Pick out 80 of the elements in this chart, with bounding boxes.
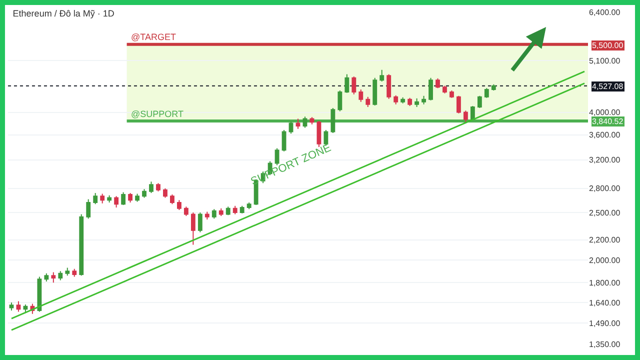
y-tick-label: 2,000.00 (589, 256, 621, 265)
candlestick (344, 74, 350, 94)
candlestick (442, 85, 447, 94)
y-tick-label: 2,200.00 (589, 236, 621, 245)
candlestick (100, 193, 105, 204)
candlestick (44, 272, 49, 282)
candlestick (51, 272, 56, 284)
candlestick (86, 198, 91, 220)
ref-line-label: 3,840.52 (592, 117, 624, 126)
candlestick (422, 95, 426, 105)
candlestick (414, 98, 420, 108)
y-tick-label: 2,800.00 (589, 184, 621, 194)
annotation: @TARGET (131, 32, 176, 42)
y-tick-label: 4,000.00 (589, 108, 621, 118)
candlestick (310, 116, 314, 125)
y-tick-label: 1,350.00 (589, 340, 621, 349)
candlestick (450, 90, 454, 98)
ref-line-label: 5,500.00 (592, 41, 624, 50)
candlestick (352, 76, 356, 95)
candlestick (9, 302, 14, 311)
chart-title: Ethereum / Đô la Mỹ · 1D (12, 8, 115, 18)
y-tick-label: 1,800.00 (589, 278, 621, 288)
candlestick (176, 200, 182, 210)
candlestick (218, 208, 224, 216)
candlestick (366, 96, 370, 108)
candlestick (477, 95, 482, 109)
candlestick (170, 194, 174, 205)
candlestick (142, 188, 146, 198)
y-tick-label: 1,490.00 (589, 318, 621, 328)
y-tick-label: 6,400.00 (589, 8, 621, 17)
y-tick-label: 1,640.00 (589, 298, 621, 308)
candlestick (163, 188, 168, 198)
candlestick (288, 121, 294, 134)
candlestick (190, 212, 196, 246)
y-tick-label: 3,600.00 (589, 130, 621, 140)
candlestick (58, 270, 63, 281)
candlestick (386, 74, 392, 100)
candlestick (456, 95, 461, 114)
candlestick (330, 108, 336, 134)
candlestick (296, 118, 300, 130)
candlestick (198, 212, 202, 233)
candlestick (302, 116, 308, 128)
candlestick (107, 194, 112, 204)
candlestick (380, 69, 384, 82)
candlestick (338, 90, 342, 112)
candlestick (372, 77, 378, 106)
candlestick (72, 268, 77, 278)
candlestick (149, 181, 154, 194)
candlestick (184, 206, 188, 216)
candlestick (232, 205, 238, 215)
y-tick-label: 2,500.00 (589, 208, 621, 218)
candlestick (464, 110, 468, 124)
candlestick (240, 205, 244, 214)
candlestick (226, 206, 230, 216)
candlestick (204, 211, 210, 220)
candlestick (212, 208, 216, 220)
candlestick (114, 196, 119, 208)
y-tick-label: 3,200.00 (589, 156, 621, 165)
candlestick (408, 97, 412, 106)
candlestick (428, 77, 433, 101)
candlestick (121, 192, 126, 206)
candlestick (156, 182, 160, 192)
candlestick (128, 192, 132, 204)
candlestick (436, 78, 440, 89)
y-tick-label: 5,100.00 (589, 56, 621, 66)
candlestick (37, 276, 42, 312)
candlestick (394, 94, 398, 105)
candlestick (491, 84, 496, 91)
candlestick (135, 193, 140, 202)
candlestick (484, 88, 489, 98)
candlestick (358, 89, 364, 102)
candlestick (65, 267, 70, 276)
candlestick (470, 105, 475, 121)
candlestick (246, 202, 252, 210)
ref-line-label: 4,527.08 (592, 82, 624, 91)
candlestick (79, 214, 84, 276)
candlestick (16, 300, 21, 312)
candlestick (93, 192, 98, 205)
annotation: @SUPPORT (131, 109, 184, 119)
candlestick (400, 96, 406, 104)
